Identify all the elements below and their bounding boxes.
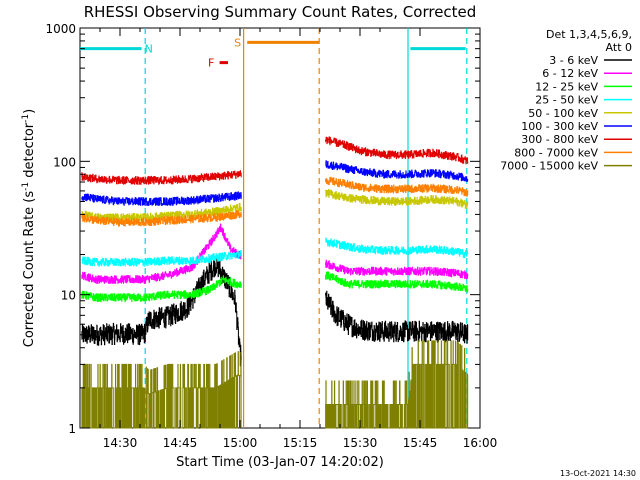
legend-label-8: 7000 - 15000 keV [500, 160, 598, 173]
legend-label-2: 12 - 25 keV [535, 80, 598, 93]
x-tick-label-4: 15:30 [343, 436, 378, 450]
series-line-0-0 [81, 254, 242, 367]
legend-header-1: Det 1,3,4,5,6,9, [546, 28, 632, 41]
series-layer [81, 136, 469, 429]
y-tick-label-3: 1000 [45, 22, 76, 36]
overlays: N F S [79, 28, 468, 428]
y-label-mid: detector [22, 122, 37, 182]
x-tick-label-5: 15:45 [403, 436, 438, 450]
legend-label-6: 300 - 800 keV [521, 133, 598, 146]
x-tick-label-2: 15:00 [223, 436, 258, 450]
annotation-S: S [234, 36, 241, 49]
series-line-2-0 [81, 275, 242, 303]
series-line-6-0 [81, 170, 242, 185]
series-line-5-0 [81, 191, 242, 206]
series-line-4-0 [81, 203, 242, 222]
series-line-8-1 [325, 340, 469, 429]
y-label-end: ) [22, 109, 37, 114]
series-line-3-1 [325, 237, 469, 259]
chart-title: RHESSI Observing Summary Count Rates, Co… [84, 3, 477, 21]
series-line-0-1 [325, 290, 469, 344]
x-tick-label-0: 14:30 [103, 436, 138, 450]
x-tick-label-1: 14:45 [163, 436, 198, 450]
series-line-4-1 [325, 188, 469, 209]
legend-label-0: 3 - 6 keV [549, 54, 598, 67]
legend-label-1: 6 - 12 keV [542, 67, 598, 80]
legend-header-2: Att 0 [606, 41, 632, 54]
y-label-main: Corrected Count Rate (s [22, 191, 37, 348]
axes: 14:30 14:45 15:00 15:15 15:30 15:45 16:00 1 10 10… [45, 22, 497, 450]
legend-label-7: 800 - 7000 keV [514, 146, 598, 159]
x-tick-label-3: 15:15 [283, 436, 318, 450]
series-line-6-1 [325, 136, 469, 165]
legend-label-5: 100 - 300 keV [521, 120, 598, 133]
timestamp: 13-Oct-2021 14:30 [560, 469, 636, 478]
annotation-F: F [208, 57, 214, 70]
y-tick-label-0: 1 [68, 422, 76, 436]
y-axis-label: Corrected Count Rate (s-1 detector-1) [21, 109, 37, 347]
x-axis-label: Start Time (03-Jan-07 14:20:02) [176, 455, 384, 470]
x-tick-label-6: 16:00 [463, 436, 498, 450]
annotation-N: N [145, 43, 153, 56]
y-tick-label-1: 10 [61, 289, 76, 303]
series-line-3-0 [81, 250, 242, 267]
legend-label-4: 50 - 100 keV [528, 107, 598, 120]
series-line-7-1 [325, 176, 469, 197]
series-line-8-0 [81, 351, 242, 429]
series-line-1-0 [81, 223, 242, 284]
series-line-1-1 [325, 259, 469, 280]
series-line-5-1 [325, 160, 469, 182]
y-tick-label-2: 100 [53, 155, 76, 169]
series-line-2-1 [325, 271, 469, 293]
legend-label-3: 25 - 50 keV [535, 94, 598, 107]
y-label-sup1: -1 [21, 182, 31, 191]
series-line-7-0 [81, 210, 242, 227]
y-label-sup2: -1 [21, 114, 31, 123]
